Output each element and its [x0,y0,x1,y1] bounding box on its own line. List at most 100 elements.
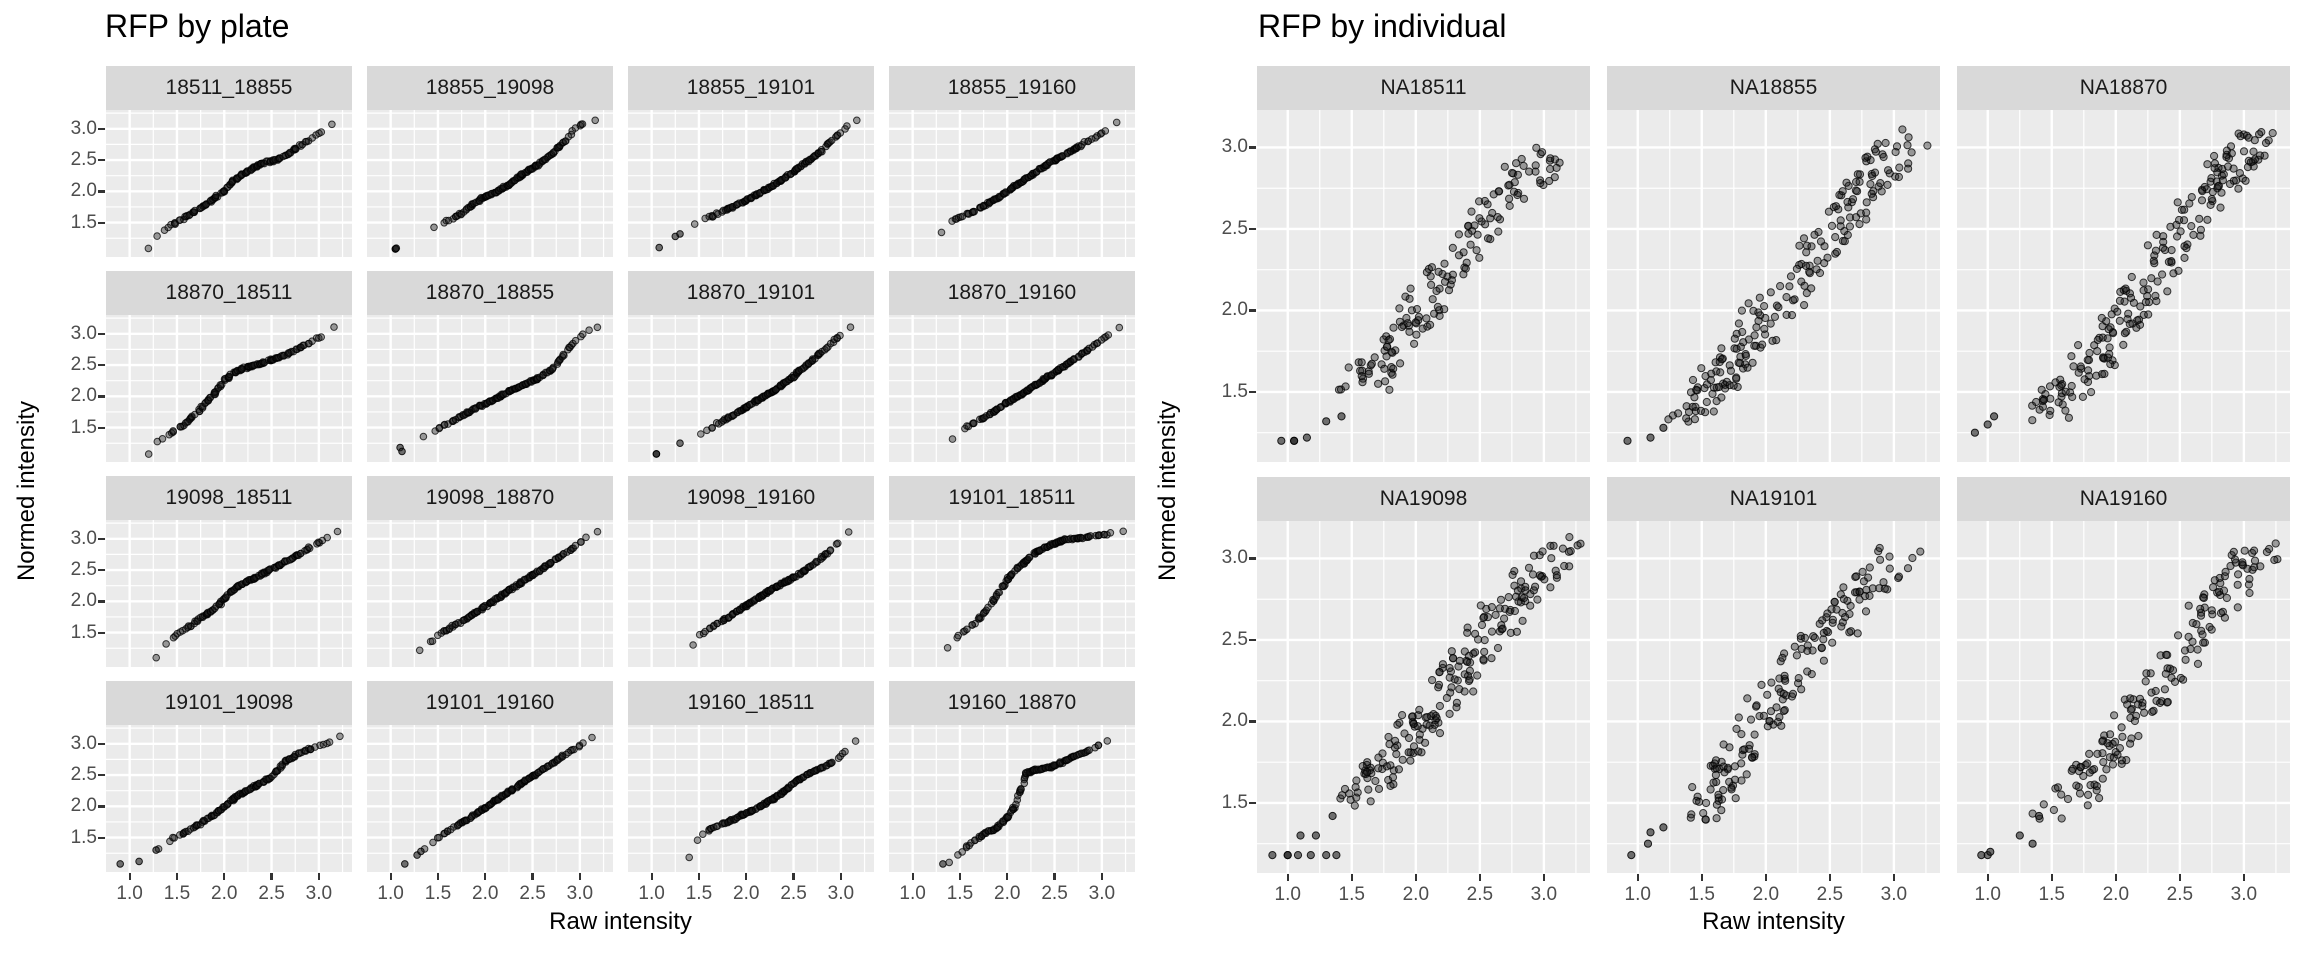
y-tick-label: 2.5 [70,559,97,581]
x-tick-mark [1414,874,1417,881]
gridlines [628,315,874,462]
facet-strip: NA19101 [1607,477,1940,521]
x-tick-mark [389,873,392,880]
facet-strip-label: 18855_19101 [686,76,816,99]
facet-strip-label: 19160_18870 [947,691,1077,714]
y-tick-mark [98,742,105,745]
x-tick-label: 1.0 [1624,884,1651,905]
data-points [685,737,860,862]
facet-panel [367,315,613,462]
x-tick-mark [1986,874,1989,881]
y-tick-mark [1249,557,1256,560]
gridlines [628,110,874,257]
x-tick-label: 2.0 [994,883,1021,904]
panel-background [1257,110,1590,462]
facet-strip-label: 18855_19160 [947,76,1077,99]
y-tick-label: 2.0 [1221,299,1248,321]
x-tick-label: 3.0 [1088,883,1116,904]
y-tick-label: 3.0 [1221,547,1248,569]
x-tick-mark [1286,874,1289,881]
x-tick-label: 1.5 [2038,884,2065,905]
facet-strip: 19098_19160 [628,476,874,520]
y-tick-label: 2.0 [1221,710,1248,732]
y-tick-label: 1.5 [70,826,97,848]
x-tick-label: 2.0 [472,883,499,904]
x-tick-label: 1.0 [638,883,665,904]
x-tick-label: 2.0 [211,883,238,904]
facet-strip-label: NA18855 [1729,76,1818,99]
y-tick-mark [1249,146,1256,149]
y-tick-mark [1249,227,1256,231]
panel-background [889,725,1135,872]
x-tick-label: 3.0 [1530,884,1558,905]
x-tick-label: 3.0 [1880,884,1908,905]
facet-strip-label: 18855_19098 [425,76,555,99]
facet-panel [1257,110,1590,462]
gridlines [889,110,1135,257]
y-tick-mark [98,836,105,839]
x-tick-mark [1636,874,1639,881]
y-tick-label: 2.0 [70,180,97,202]
x-tick-label: 1.0 [116,883,143,904]
facet-panel [628,315,874,462]
x-tick-mark [697,873,701,880]
x-tick-label: 3.0 [827,883,855,904]
x-tick-mark [2178,874,2181,881]
gridlines [106,520,352,667]
panel-background [889,315,1135,462]
facet-strip: 18870_18511 [106,271,352,315]
x-tick-mark [223,873,226,880]
panel-background [367,725,613,872]
y-tick-mark [98,537,105,540]
chart-title: RFP by plate [105,8,290,44]
gridlines [889,520,1135,667]
panel-background [1607,521,1940,873]
x-tick-mark [911,873,914,880]
data-points [1277,143,1564,445]
facet-strip: 18855_19098 [367,66,613,110]
y-tick-label: 1.5 [1221,380,1248,402]
facet-strip-label: 18870_18511 [165,281,293,304]
data-points [1623,125,1932,445]
x-tick-label: 1.5 [946,883,974,904]
data-points [948,323,1124,443]
x-tick-label: 2.5 [519,883,546,904]
facet-panel [628,110,874,257]
x-tick-label: 1.5 [1338,884,1365,905]
facet-panel [106,725,352,872]
data-points [152,527,342,662]
x-tick-mark [2050,874,2053,881]
facet-strip: 18511_18855 [106,66,352,110]
facet-strip: 19160_18511 [628,681,874,725]
y-tick-label: 3.0 [1221,136,1248,158]
data-points [144,323,338,458]
y-tick-label: 1.5 [1221,791,1248,813]
facet-panel [1607,110,1940,462]
y-tick-label: 2.0 [70,795,97,817]
x-tick-label: 2.5 [258,883,285,904]
facet-strip: NA19098 [1257,477,1590,521]
facet-strip: 18870_19101 [628,271,874,315]
data-points [1977,539,2282,860]
x-tick-mark [1542,874,1545,881]
facet-strip: 19101_18511 [889,476,1135,520]
data-points [1627,543,1925,860]
data-points [415,527,602,655]
facet-strip: 18870_18855 [367,271,613,315]
y-tick-mark [1249,309,1256,312]
data-points [939,737,1112,868]
facet-strip: 18855_19101 [628,66,874,110]
x-tick-label: 1.0 [1974,884,2001,905]
panel-background [889,520,1135,667]
y-tick-label: 1.5 [70,211,97,233]
gridlines [367,725,613,872]
data-points [396,323,602,456]
x-tick-mark [1700,874,1703,881]
x-tick-mark [578,873,581,880]
y-tick-label: 2.5 [70,149,97,171]
y-tick-mark [98,774,105,777]
gridlines [628,725,874,872]
facet-panel [1957,110,2290,462]
gridlines [889,315,1135,462]
